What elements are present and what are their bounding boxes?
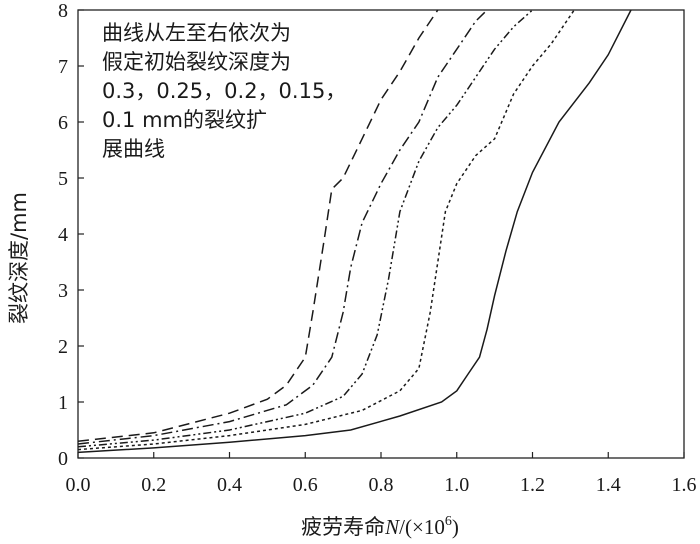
annotation-line: 展曲线 xyxy=(102,137,165,161)
x-tick-label: 0.6 xyxy=(293,474,318,496)
x-tick-label: 0.0 xyxy=(66,474,91,496)
y-tick-label: 7 xyxy=(58,56,68,78)
x-axis-title-unit: /(×10 xyxy=(399,515,445,539)
y-tick-label: 3 xyxy=(58,280,68,302)
y-tick-label: 8 xyxy=(58,0,68,22)
x-tick-label: 0.8 xyxy=(369,474,394,496)
x-tick-label: 0.4 xyxy=(217,474,242,496)
y-tick-label: 0 xyxy=(58,448,68,470)
x-axis-title-prefix: 疲劳寿命 xyxy=(301,515,385,539)
x-tick-label: 1.4 xyxy=(596,474,621,496)
y-axis-title: 裂纹深度/mm xyxy=(7,192,31,324)
x-axis-title-close: ) xyxy=(452,515,459,539)
x-axis-title-symbol: N xyxy=(384,515,400,539)
x-tick-label: 1.0 xyxy=(444,474,469,496)
annotation-line: 0.3，0.25，0.2，0.15， xyxy=(102,79,346,103)
series-line-0_15 xyxy=(77,9,575,451)
series-line-0_2 xyxy=(77,9,533,448)
y-tick-label: 2 xyxy=(58,336,68,358)
x-axis-title-exp: 6 xyxy=(445,514,452,529)
x-tick-label: 1.2 xyxy=(520,474,545,496)
y-tick-label: 6 xyxy=(58,112,68,134)
x-tick-label: 1.6 xyxy=(672,474,697,496)
annotation-line: 0.1 mm的裂纹扩 xyxy=(102,108,267,132)
series-line-0_3 xyxy=(77,9,439,442)
x-axis-title: 疲劳寿命N/(×106) xyxy=(301,514,459,539)
ticks-layer: 0.0 0.2 0.4 0.6 0.8 1.0 1.2 1.4 1.6 0 1 2 3 4 5 6 7 8 xyxy=(58,0,697,496)
series-line-0_1 xyxy=(77,9,632,454)
y-tick-label: 4 xyxy=(58,224,68,246)
y-tick-label: 5 xyxy=(58,168,68,190)
series-layer xyxy=(77,9,632,454)
annotation-line: 曲线从左至右依次为 xyxy=(102,21,291,45)
annotation-line: 假定初始裂纹深度为 xyxy=(102,50,291,74)
y-tick-label: 1 xyxy=(58,392,68,414)
series-line-0_25 xyxy=(77,9,488,445)
x-tick-label: 0.2 xyxy=(141,474,166,496)
